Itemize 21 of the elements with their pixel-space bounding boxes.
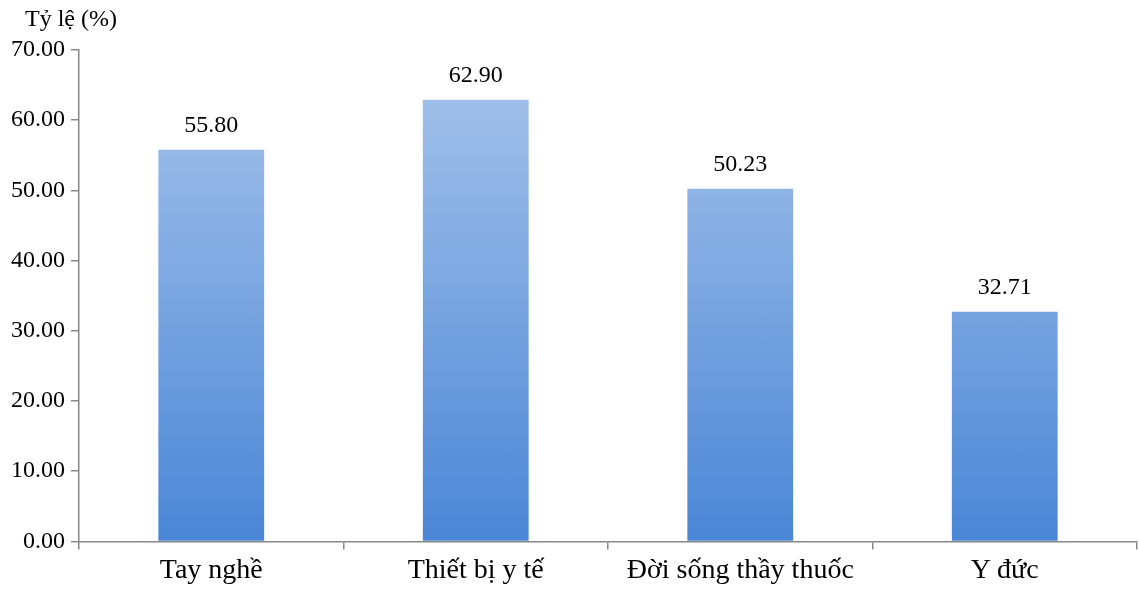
y-tick-label: 60.00 (11, 105, 65, 132)
data-label: 50.23 (713, 150, 768, 177)
y-tick-label: 50.00 (11, 175, 65, 202)
bar (422, 99, 529, 541)
data-label: 32.71 (977, 273, 1032, 300)
bar (687, 188, 794, 541)
bar (951, 311, 1058, 541)
y-axis-title: Tỷ lệ (%) (25, 5, 117, 32)
y-tick-label: 0.00 (23, 526, 65, 553)
x-tick-label: Thiết bị y tế (407, 552, 546, 584)
data-label: 62.90 (448, 61, 503, 88)
data-label: 55.80 (184, 110, 239, 137)
bar (158, 149, 265, 541)
x-tick-label: Đời sống thầy thuốc (626, 552, 854, 584)
y-tick-label: 40.00 (11, 245, 65, 272)
y-tick-label: 30.00 (11, 316, 65, 343)
x-tick-label: Y đức (970, 552, 1039, 584)
y-tick-label: 20.00 (11, 386, 65, 413)
y-tick-label: 10.00 (11, 456, 65, 483)
x-tick-label: Tay nghề (159, 552, 263, 584)
y-tick-label: 70.00 (11, 35, 65, 62)
